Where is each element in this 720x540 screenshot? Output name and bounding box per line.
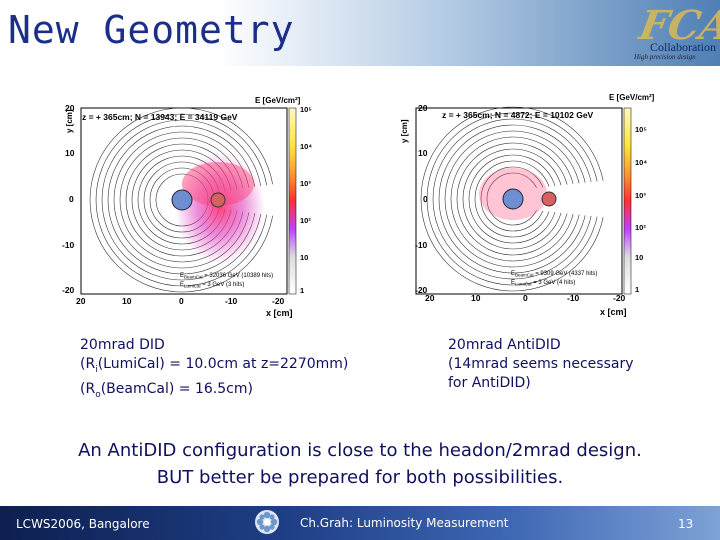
left-plot-header: z = + 365cm; N = 13943; E = 34119 GeV	[82, 112, 238, 122]
right-plot-xlabel: x [cm]	[600, 307, 627, 317]
left-xtick-20: 20	[76, 296, 86, 306]
right-plot: z = + 365cm; N = 4872; E = 10102 GeV y […	[395, 88, 680, 320]
right-plot-ylabel: y [cm]	[400, 119, 409, 143]
right-plot-cutout	[535, 180, 610, 218]
right-plot-yticks: 20 10 0 -10 -20	[415, 103, 428, 295]
left-ytick-m20: -20	[62, 285, 75, 295]
logo-subtitle: High precision design	[634, 53, 696, 61]
logo-collaboration-text: Collaboration	[650, 40, 716, 54]
left-plot-beam-hole	[171, 189, 193, 211]
conclusion-text: An AntiDID configuration is close to the…	[0, 437, 720, 491]
left-plot-hits	[175, 153, 265, 263]
right-xtick-m20: -20	[613, 293, 626, 303]
left-ytick-m10: -10	[62, 240, 75, 250]
footer-conference: LCWS2006, Bangalore	[16, 517, 150, 531]
footer-page-number: 13	[678, 517, 694, 531]
left-xtick-m10: -10	[225, 296, 238, 306]
left-plot-colorbar	[288, 107, 297, 295]
left-xtick-10: 10	[122, 296, 132, 306]
conclusion-line2: BUT better be prepared for both possibil…	[156, 467, 564, 488]
left-plot-zticks: 10⁵ 10⁴ 10³ 10² 10 1	[300, 105, 312, 295]
left-ztick-10: 10	[300, 253, 308, 262]
left-ztick-1e5: 10⁵	[300, 105, 312, 114]
right-plot-colorbar	[623, 107, 632, 295]
right-plot-legend-lumical: ELumiCal = 3 GeV (4 hits)	[511, 280, 575, 287]
right-ytick-20: 20	[418, 103, 428, 113]
right-ytick-0: 0	[423, 194, 428, 204]
right-ztick-10: 10	[635, 253, 643, 262]
left-plot-yticks: 20 10 0 -10 -20	[62, 103, 75, 295]
left-plot-xticks: 20 10 0 -10 -20	[76, 296, 285, 306]
left-plot-legend-beamcal: EBeamCal = 32036 GeV (10389 hits)	[180, 273, 273, 280]
left-plot-hotspot	[182, 162, 254, 206]
right-plot-svg: z = + 365cm; N = 4872; E = 10102 GeV y […	[400, 93, 655, 317]
right-plot-outgoing-hole	[541, 191, 557, 207]
left-ytick-20: 20	[65, 103, 75, 113]
right-ztick-1e5: 10⁵	[635, 125, 647, 134]
left-caption-line3: (Ro(BeamCal) = 16.5cm)	[80, 380, 253, 400]
right-ytick-m20: -20	[415, 285, 428, 295]
slide-title: New Geometry	[8, 8, 295, 52]
right-ztick-1e4: 10⁴	[635, 158, 647, 167]
right-ztick-1: 1	[635, 285, 639, 294]
left-ztick-1e3: 10³	[300, 179, 311, 188]
left-plot-zlabel: E [GeV/cm²]	[255, 96, 301, 105]
left-caption: 20mrad DID (Ri(LumiCal) = 10.0cm at z=22…	[80, 336, 348, 405]
right-ytick-10: 10	[418, 148, 428, 158]
left-plot-outgoing-hole	[210, 192, 226, 208]
right-xtick-10: 10	[471, 293, 481, 303]
footer-author: Ch.Grah: Luminosity Measurement	[300, 516, 509, 530]
right-xtick-0: 0	[523, 293, 528, 303]
right-caption: 20mrad AntiDID (14mrad seems necessary f…	[448, 336, 634, 393]
right-plot-beam-hole	[502, 188, 524, 210]
right-plot-zlabel: E [GeV/cm²]	[609, 93, 655, 102]
flower-emblem-icon	[255, 510, 279, 534]
left-xtick-m20: -20	[272, 296, 285, 306]
right-caption-line2: (14mrad seems necessary	[448, 356, 634, 372]
right-caption-line3: for AntiDID)	[448, 375, 531, 391]
right-plot-legend-beamcal: EBeamCal = 9309 GeV (4337 hits)	[511, 271, 597, 278]
title-bar: New Geometry FCAL Collaboration High pre…	[0, 0, 720, 66]
left-plot-legend-lumical: ELumiCal = 3 GeV (3 hits)	[180, 282, 244, 289]
left-caption-line1: 20mrad DID	[80, 337, 165, 353]
right-plot-header: z = + 365cm; N = 4872; E = 10102 GeV	[442, 110, 594, 120]
left-plot-xlabel: x [cm]	[266, 308, 293, 318]
left-plot: z = + 365cm; N = 13943; E = 34119 GeV y …	[60, 88, 345, 320]
left-ytick-0: 0	[69, 194, 74, 204]
right-caption-line1: 20mrad AntiDID	[448, 337, 561, 353]
left-plot-ylabel: y [cm]	[65, 109, 74, 133]
left-ytick-10: 10	[65, 148, 75, 158]
left-xtick-0: 0	[179, 296, 184, 306]
right-ztick-1e3: 10³	[635, 191, 646, 200]
left-ztick-1e4: 10⁴	[300, 142, 312, 151]
right-xtick-20: 20	[425, 293, 435, 303]
conclusion-line1: An AntiDID configuration is close to the…	[78, 440, 642, 461]
left-caption-line2: (Ri(LumiCal) = 10.0cm at z=2270mm)	[80, 356, 349, 375]
right-ytick-m10: -10	[415, 240, 428, 250]
right-xtick-m10: -10	[567, 293, 580, 303]
fcal-logo: FCAL Collaboration High precision design	[630, 2, 720, 64]
left-plot-svg: z = + 365cm; N = 13943; E = 34119 GeV y …	[62, 96, 312, 318]
footer-bar: LCWS2006, Bangalore Ch.Grah: Luminosity …	[0, 506, 720, 540]
right-plot-zticks: 10⁵ 10⁴ 10³ 10² 10 1	[635, 125, 647, 294]
left-ztick-1e2: 10²	[300, 216, 311, 225]
right-ztick-1e2: 10²	[635, 223, 646, 232]
left-ztick-1: 1	[300, 286, 304, 295]
right-plot-xticks: 20 10 0 -10 -20	[425, 293, 626, 303]
